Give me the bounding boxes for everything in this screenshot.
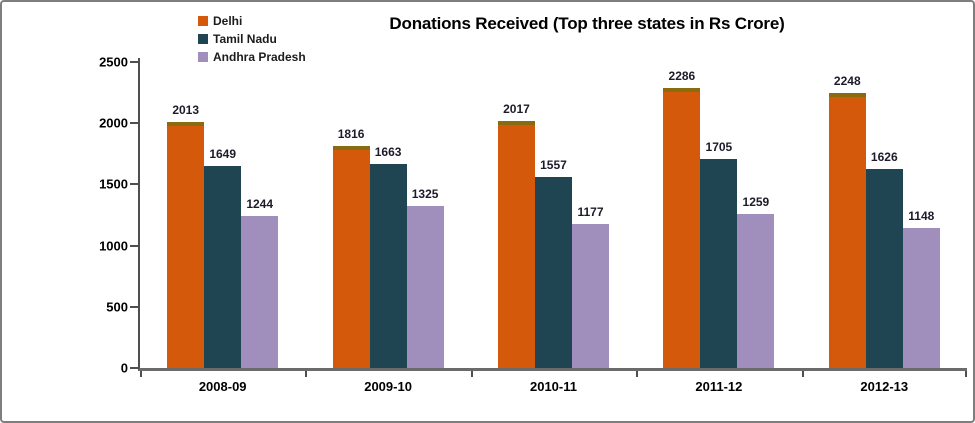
legend-item-delhi: Delhi bbox=[198, 12, 306, 30]
x-axis-tick-2 bbox=[470, 371, 473, 377]
y-axis-tick-500 bbox=[130, 305, 138, 308]
plot-area: 0 500 1000 1500 2000 2500 2008-09 2009-10 2010-1… bbox=[99, 56, 967, 394]
data-label-tamil-nadu-2008-09: 1649 bbox=[209, 147, 237, 162]
legend-item-andhra-pradesh: Andhra Pradesh bbox=[198, 48, 306, 66]
legend-label-tamil-nadu: Tamil Nadu bbox=[213, 32, 277, 46]
y-axis-label-0: 0 bbox=[120, 360, 128, 376]
bar-tamil-nadu-2010-11 bbox=[534, 177, 572, 368]
data-label-andhra-pradesh-2008-09: 1244 bbox=[246, 196, 274, 211]
bar-tamil-nadu-2008-09 bbox=[204, 166, 242, 368]
bar-group-2008-09: 2013 1649 1244 bbox=[140, 58, 305, 368]
data-label-andhra-pradesh-2009-10: 1325 bbox=[411, 186, 439, 201]
bar-andhra-pradesh-2009-10 bbox=[406, 205, 444, 368]
x-axis-label-2010-11: 2010-11 bbox=[529, 379, 577, 394]
data-label-delhi-2012-13: 2248 bbox=[833, 73, 861, 88]
legend-label-delhi: Delhi bbox=[213, 14, 243, 28]
y-axis-tick-2500 bbox=[130, 61, 138, 63]
legend-item-tamil-nadu: Tamil Nadu bbox=[198, 30, 306, 48]
y-axis-label-1500: 1500 bbox=[99, 176, 128, 192]
data-label-andhra-pradesh-2011-12: 1259 bbox=[742, 194, 770, 209]
bar-andhra-pradesh-2012-13 bbox=[902, 227, 940, 368]
y-axis-label-2500: 2500 bbox=[99, 54, 128, 70]
bar-delhi-2011-12 bbox=[663, 88, 701, 368]
data-label-tamil-nadu-2009-10: 1663 bbox=[374, 145, 402, 160]
data-label-andhra-pradesh-2010-11: 1177 bbox=[577, 204, 604, 219]
bar-andhra-pradesh-2008-09 bbox=[241, 215, 279, 368]
bar-tamil-nadu-2012-13 bbox=[865, 168, 903, 368]
y-axis-tick-1000 bbox=[130, 244, 138, 247]
y-axis-label-2000: 2000 bbox=[99, 115, 128, 131]
bar-group-2011-12: 2286 1705 1259 bbox=[636, 58, 801, 368]
x-axis-tick-5 bbox=[965, 371, 967, 377]
x-axis-tick-3 bbox=[636, 371, 639, 377]
bar-delhi-2008-09 bbox=[167, 121, 205, 368]
bar-tamil-nadu-2011-12 bbox=[700, 159, 738, 368]
data-label-delhi-2011-12: 2286 bbox=[668, 69, 696, 84]
x-axis-tick-1 bbox=[305, 371, 308, 377]
legend-label-andhra-pradesh: Andhra Pradesh bbox=[213, 50, 306, 64]
x-axis-label-2009-10: 2009-10 bbox=[364, 379, 412, 394]
bar-delhi-2010-11 bbox=[497, 121, 535, 368]
bar-group-2009-10: 1816 1663 1325 bbox=[305, 58, 470, 368]
data-label-tamil-nadu-2010-11: 1557 bbox=[540, 158, 567, 173]
bar-group-2012-13: 2248 1626 1148 bbox=[802, 58, 967, 368]
bar-andhra-pradesh-2010-11 bbox=[571, 223, 609, 368]
y-axis-tick-1500 bbox=[130, 183, 138, 186]
x-axis-tick-0 bbox=[140, 371, 142, 377]
bar-andhra-pradesh-2011-12 bbox=[737, 213, 775, 368]
y-axis-tick-2000 bbox=[130, 122, 138, 125]
bar-group-2010-11: 2017 1557 1177 bbox=[471, 58, 636, 368]
data-label-delhi-2009-10: 1816 bbox=[337, 126, 365, 141]
chart-legend: Delhi Tamil Nadu Andhra Pradesh bbox=[198, 12, 306, 66]
y-axis-label-500: 500 bbox=[106, 299, 128, 315]
x-axis-tick-4 bbox=[801, 371, 804, 377]
data-label-tamil-nadu-2011-12: 1705 bbox=[705, 140, 733, 155]
legend-swatch-delhi bbox=[198, 16, 208, 26]
legend-swatch-tamil-nadu bbox=[198, 34, 208, 44]
bar-delhi-2009-10 bbox=[332, 145, 370, 368]
data-label-delhi-2008-09: 2013 bbox=[172, 102, 200, 117]
bar-delhi-2012-13 bbox=[828, 92, 866, 368]
data-label-tamil-nadu-2012-13: 1626 bbox=[870, 149, 898, 164]
legend-swatch-andhra-pradesh bbox=[198, 52, 208, 62]
x-axis-label-2008-09: 2008-09 bbox=[198, 379, 247, 394]
bar-tamil-nadu-2009-10 bbox=[369, 164, 407, 368]
y-axis-tick-0 bbox=[130, 367, 138, 369]
x-axis-label-2012-13: 2012-13 bbox=[860, 379, 909, 394]
data-label-andhra-pradesh-2012-13: 1148 bbox=[908, 208, 935, 223]
x-axis-label-2011-12: 2011-12 bbox=[695, 379, 743, 394]
chart-title: Donations Received (Top three states in … bbox=[389, 14, 785, 33]
y-axis-label-1000: 1000 bbox=[99, 238, 128, 254]
data-label-delhi-2010-11: 2017 bbox=[503, 102, 530, 117]
